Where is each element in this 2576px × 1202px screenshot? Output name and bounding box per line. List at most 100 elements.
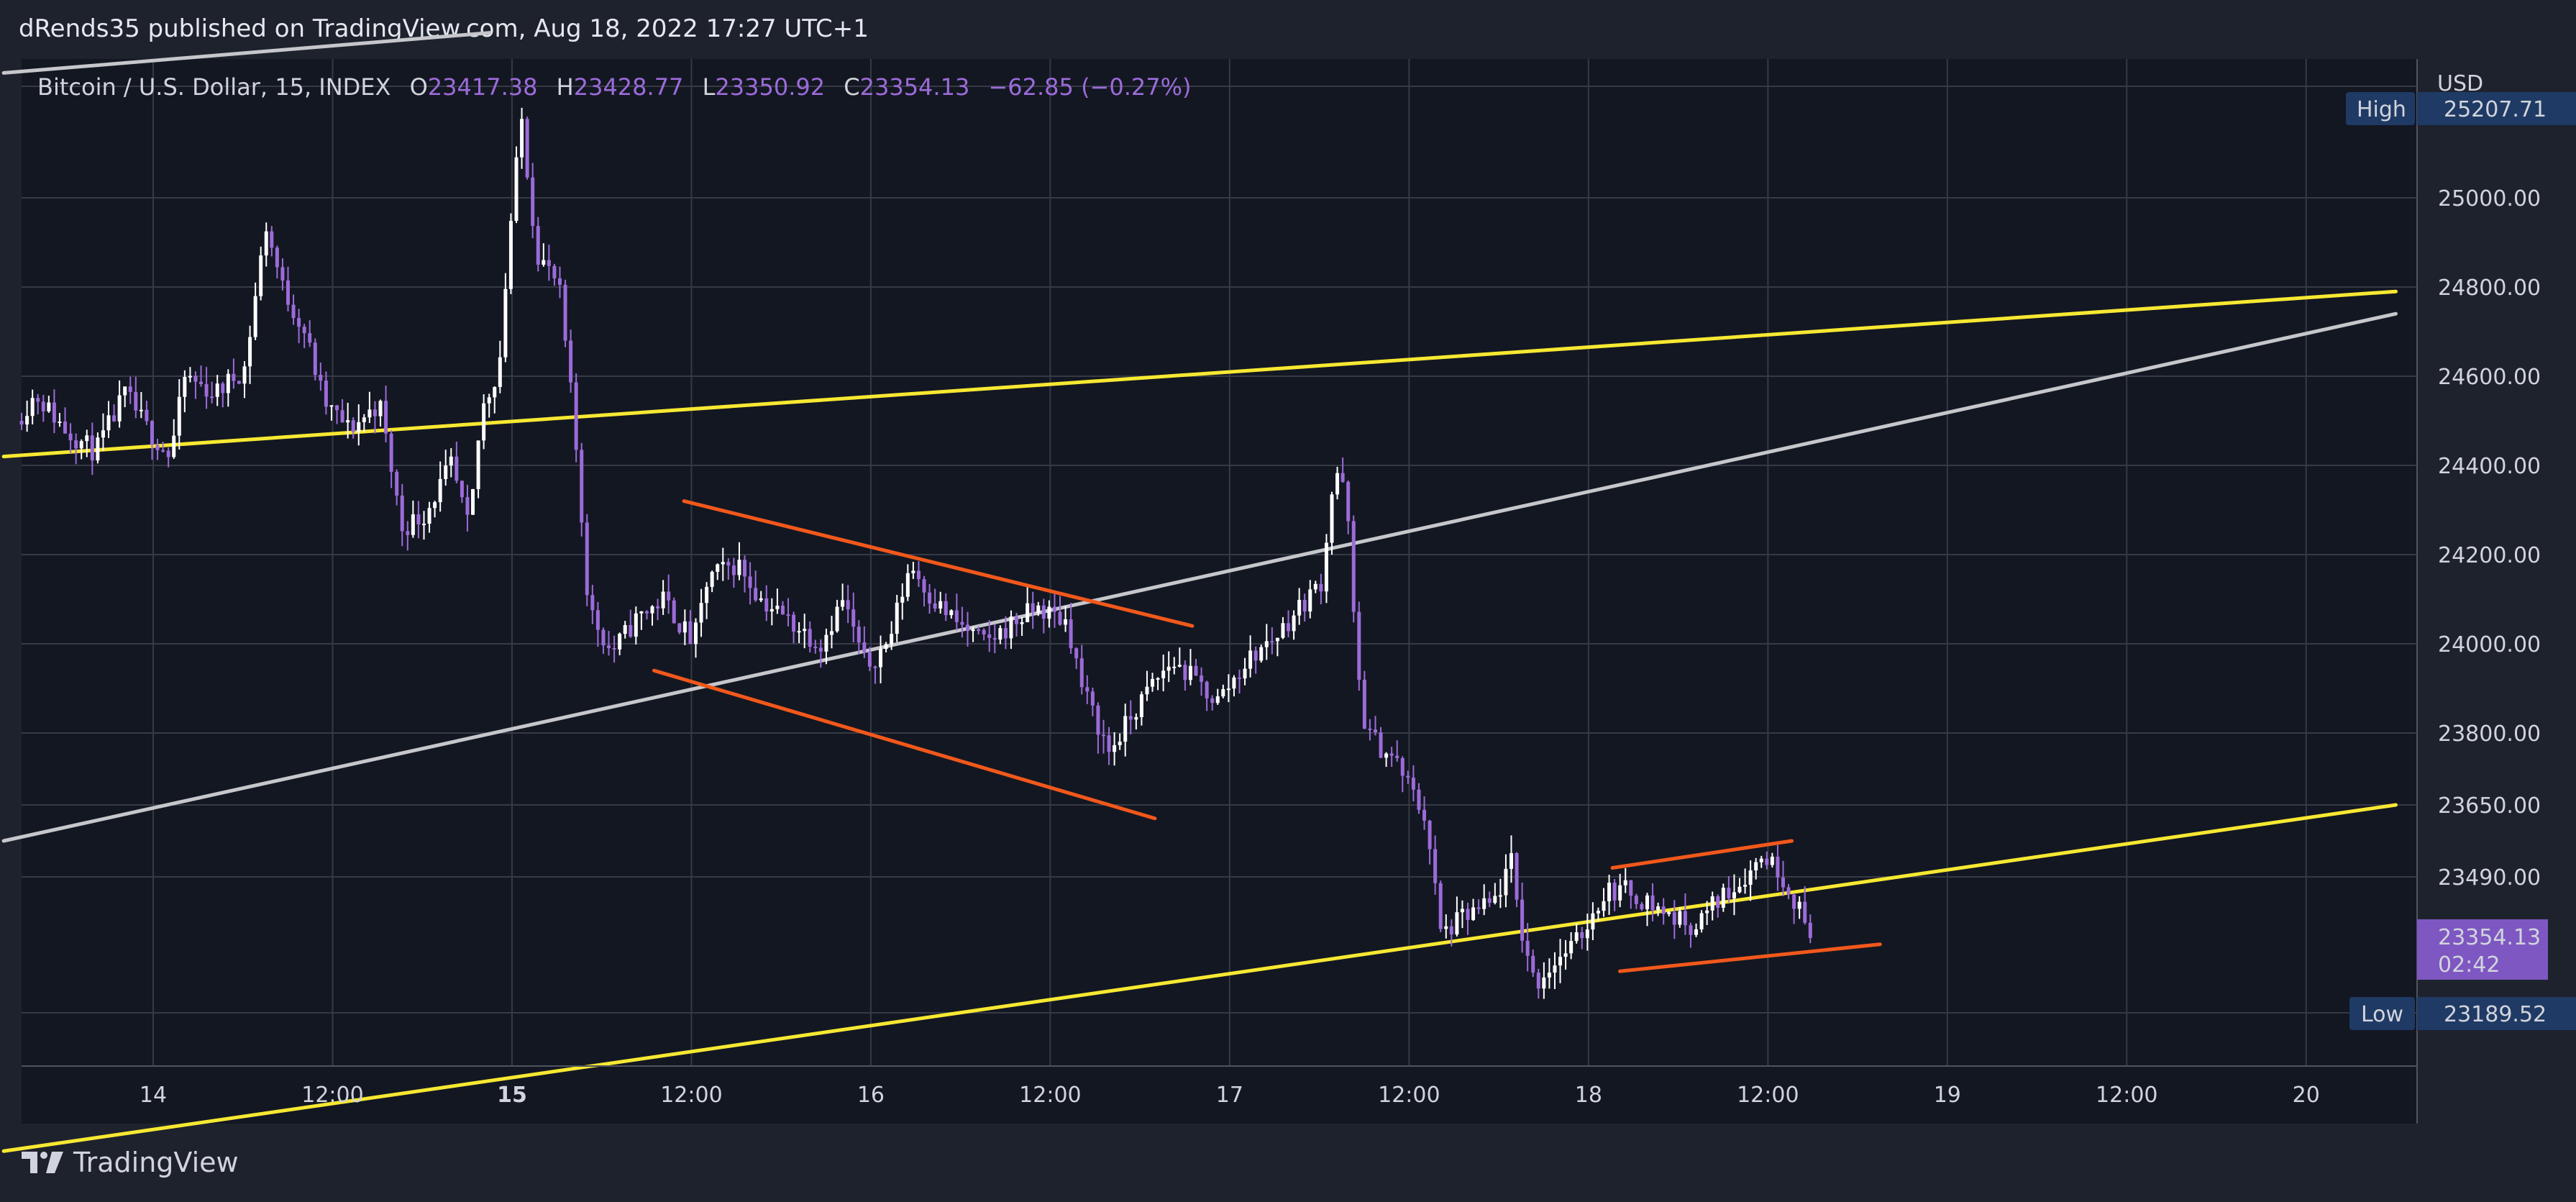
candle: [1743, 868, 1748, 894]
candle: [52, 389, 56, 434]
candle-body: [90, 435, 94, 461]
candle-body: [1090, 691, 1095, 706]
candle: [1444, 914, 1448, 939]
candle-body: [705, 586, 709, 604]
candle: [1015, 613, 1019, 637]
candle: [465, 484, 470, 532]
candle: [291, 294, 296, 325]
candle: [1319, 573, 1323, 605]
trendline-orange: [652, 668, 1157, 821]
candle-body: [634, 613, 638, 637]
price-axis[interactable]: 25000.00 24800.00 24600.00 24400.00 24200.00…: [2438, 186, 2541, 891]
candle-body: [1128, 716, 1133, 720]
candle: [895, 594, 899, 642]
candle-body: [1357, 611, 1361, 680]
candle: [1161, 655, 1166, 692]
candle: [177, 379, 181, 450]
candle: [106, 401, 111, 438]
candle-body: [748, 576, 752, 588]
candle: [1563, 939, 1568, 970]
time-tick-label: 12:00: [1378, 1083, 1440, 1108]
high-marker-value-bg: [2417, 92, 2576, 125]
candle: [944, 593, 948, 622]
price-tick-label: 23800.00: [2438, 721, 2541, 747]
candle: [1362, 670, 1366, 729]
candle-body: [85, 435, 89, 442]
candle: [1422, 796, 1427, 830]
candle-body: [1373, 729, 1377, 733]
candle: [1411, 765, 1415, 802]
candle: [471, 488, 475, 515]
candle-body: [933, 603, 937, 609]
time-tick-label: 15: [497, 1083, 527, 1108]
time-axis[interactable]: 14 12:00 15 12:00 16 12:00 17 12:00 18 12:00 19 12:…: [140, 1083, 2320, 1108]
candle: [1553, 952, 1557, 989]
candle-body: [389, 433, 393, 472]
candle-body: [264, 231, 268, 256]
candle-body: [232, 373, 236, 381]
candle: [1792, 893, 1796, 924]
tradingview-brand[interactable]: TradingView: [22, 1147, 239, 1178]
candle: [1808, 914, 1812, 944]
candle: [661, 580, 665, 615]
candle: [128, 376, 132, 404]
candle: [797, 622, 801, 644]
candle-body: [1226, 688, 1230, 691]
candle: [1504, 854, 1508, 908]
candle-body: [835, 606, 839, 632]
candle-body: [1243, 668, 1247, 679]
candle: [1683, 893, 1687, 935]
candle-body: [373, 409, 377, 416]
candle-body: [384, 401, 388, 434]
candle-body: [982, 629, 986, 634]
high-marker: 25207.71 High: [2346, 92, 2576, 125]
candle-body: [1748, 870, 1753, 885]
candle-body: [960, 622, 964, 625]
candle-body: [547, 260, 551, 266]
last-price-countdown: 02:42: [2438, 952, 2500, 978]
candle-body: [112, 415, 117, 422]
brand-name: TradingView: [73, 1147, 239, 1178]
candle: [112, 404, 117, 422]
trendline-orange: [682, 499, 1195, 628]
candle-body: [977, 629, 981, 631]
candle-body: [438, 478, 442, 503]
candle-body: [792, 614, 796, 632]
candle: [1047, 600, 1051, 628]
legend-symbol[interactable]: Bitcoin / U.S. Dollar, 15, INDEX: [37, 73, 391, 101]
candle: [585, 514, 589, 606]
candle: [1101, 719, 1105, 754]
candle: [639, 611, 644, 630]
candle-body: [204, 384, 209, 397]
candle-body: [406, 531, 410, 535]
candle-body: [639, 611, 644, 614]
candle: [890, 621, 894, 650]
candle: [1455, 896, 1459, 937]
candle-body: [1156, 678, 1160, 680]
candle: [226, 369, 230, 407]
candle-body: [503, 288, 508, 358]
candle: [748, 562, 752, 605]
candle-body: [585, 522, 589, 596]
candle-body: [1047, 606, 1051, 619]
candle-body: [270, 231, 274, 248]
candle: [1118, 733, 1122, 750]
candle-body: [667, 591, 671, 601]
candle: [607, 631, 611, 656]
candle-body: [1362, 679, 1366, 729]
candle: [1324, 534, 1328, 604]
candle: [487, 393, 491, 418]
candle: [590, 585, 595, 624]
candle-body: [411, 514, 415, 535]
candle: [1264, 624, 1269, 660]
candle: [1678, 907, 1682, 928]
candle: [389, 430, 393, 488]
candle: [1689, 922, 1693, 948]
candle: [30, 389, 35, 425]
candle: [998, 625, 1002, 645]
candle-body: [1612, 883, 1617, 901]
candle-body: [661, 591, 665, 609]
candle-body: [1574, 932, 1579, 942]
candle-body: [1417, 789, 1421, 810]
